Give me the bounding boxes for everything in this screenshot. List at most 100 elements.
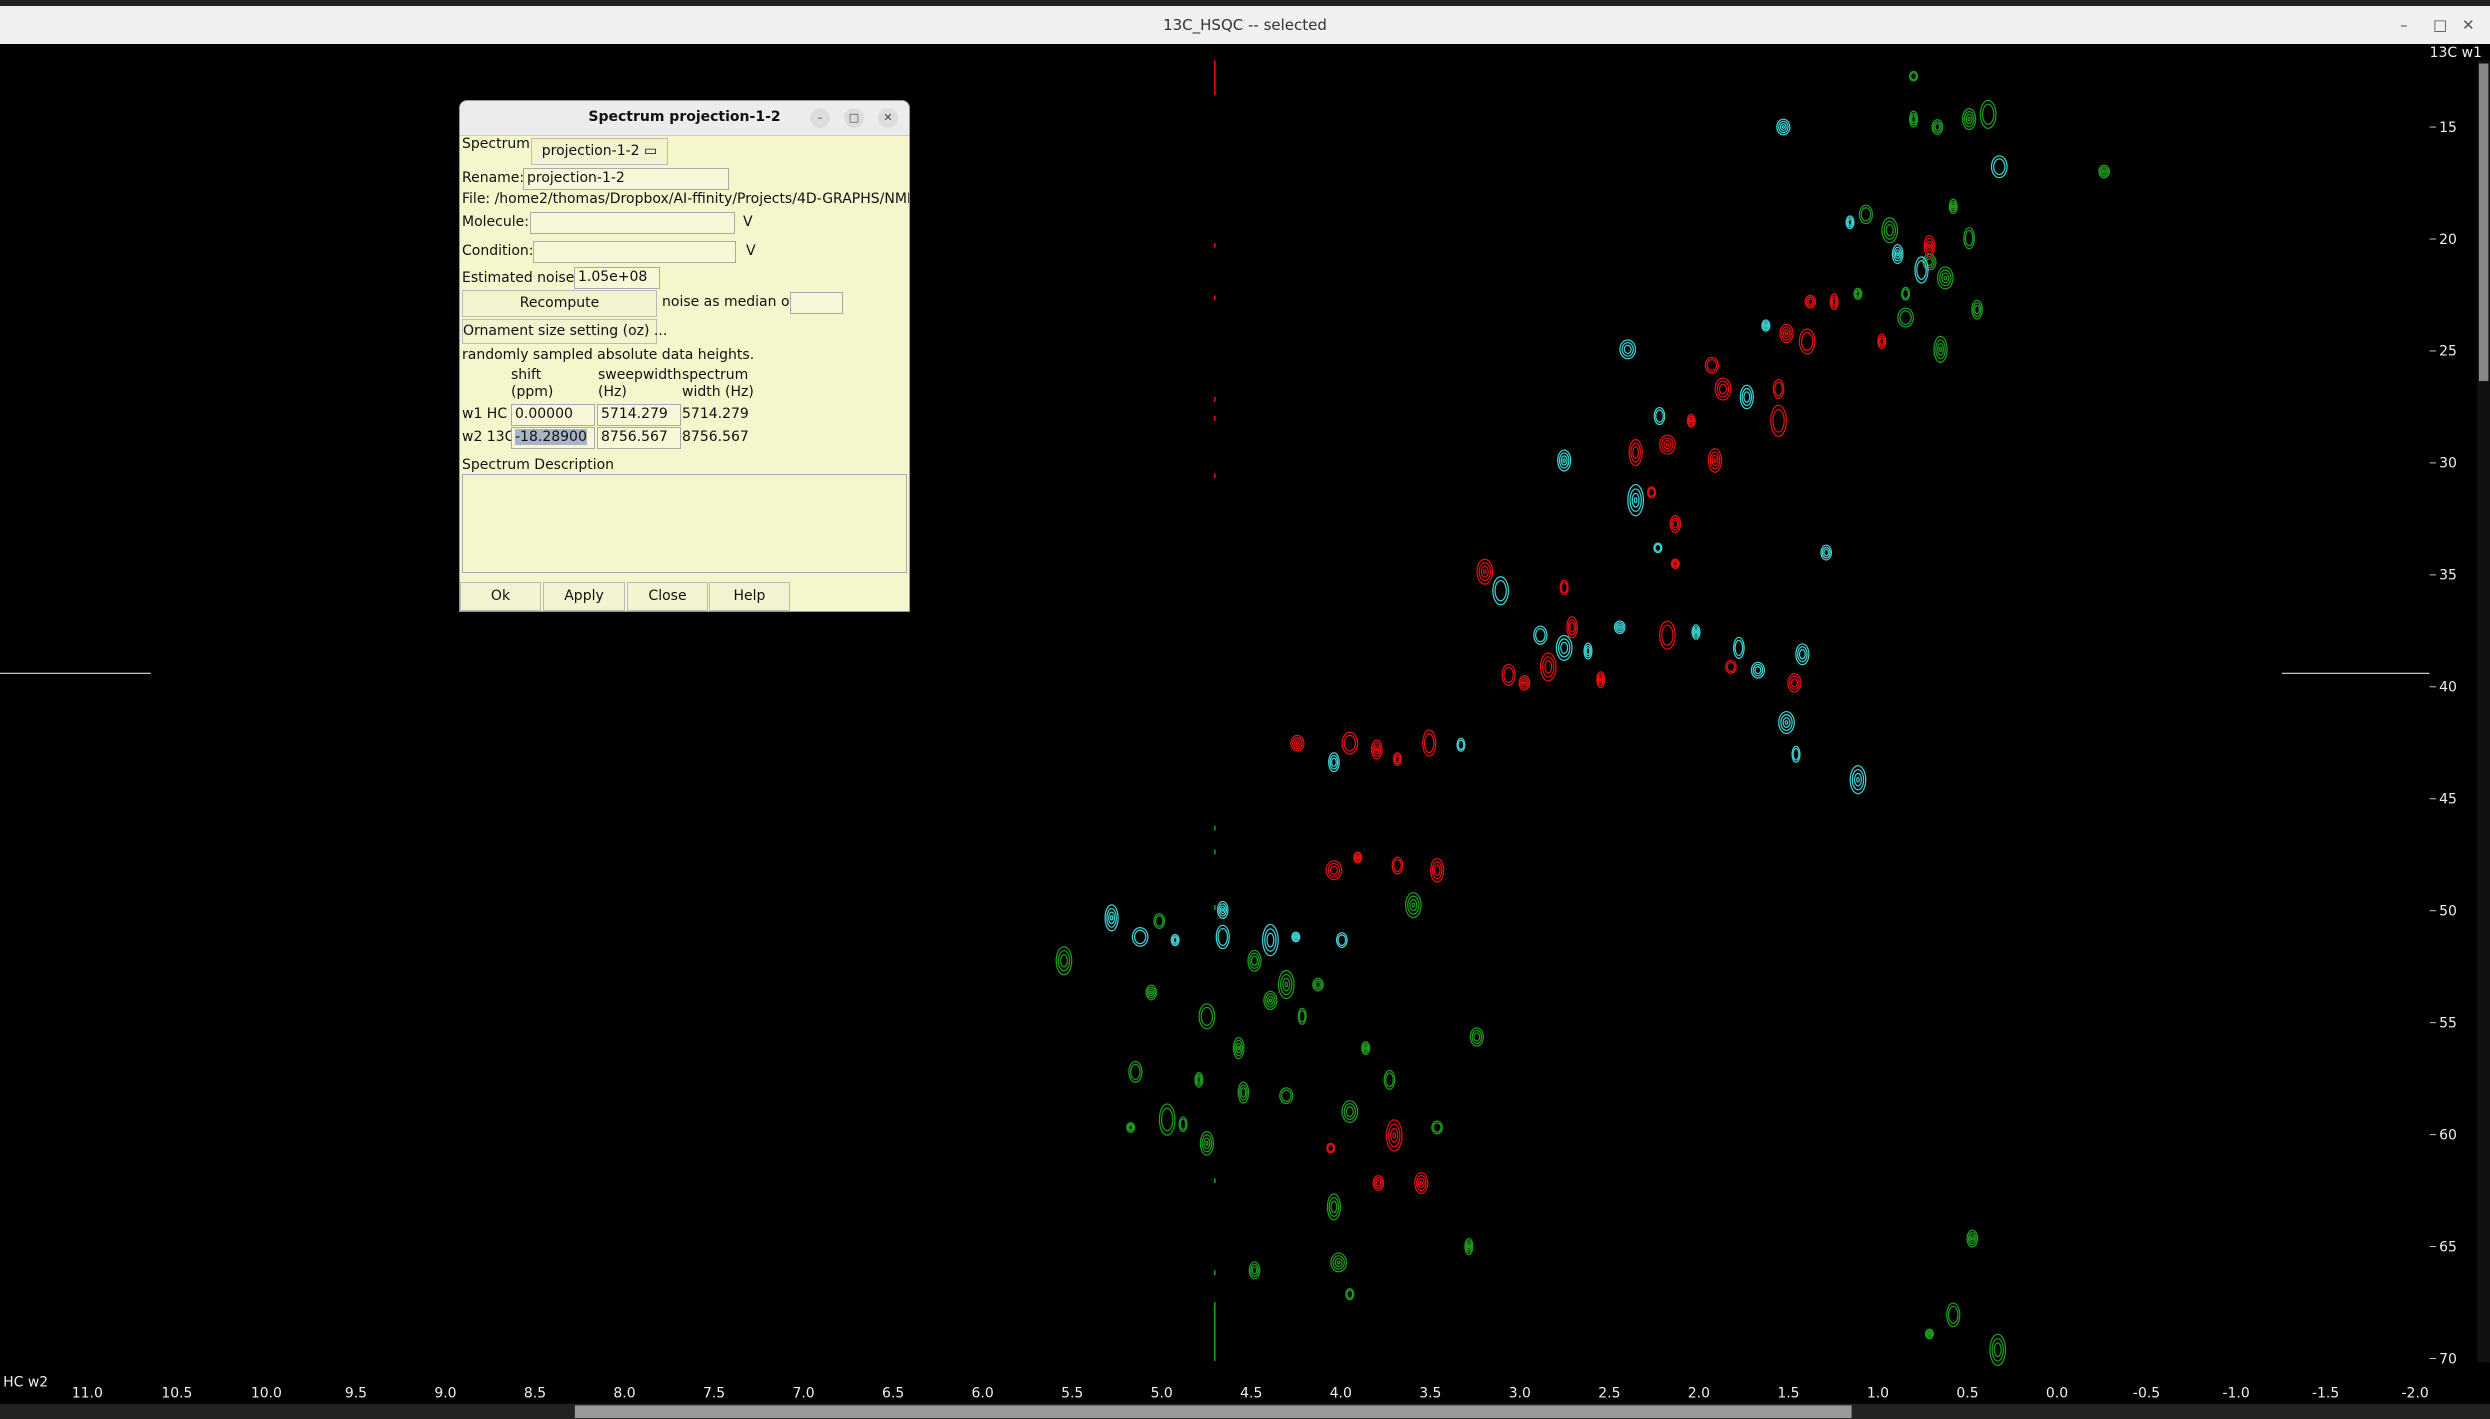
contour bbox=[1336, 1260, 1341, 1265]
contour bbox=[1630, 442, 1641, 463]
ornament-button[interactable]: Ornament size setting (oz) ... bbox=[462, 319, 667, 344]
label: Spectrum Description bbox=[462, 457, 615, 473]
input-value: 0.00000 bbox=[515, 406, 573, 422]
contour bbox=[1885, 224, 1894, 237]
dialog-button[interactable]: Ok bbox=[460, 582, 541, 611]
contour bbox=[1295, 741, 1300, 746]
dialog-button[interactable]: Close bbox=[627, 582, 708, 611]
v-scroll-thumb[interactable] bbox=[2478, 63, 2489, 382]
y-axis-label: 13C w1 bbox=[2430, 45, 2482, 61]
molecule-input[interactable] bbox=[530, 212, 735, 234]
row-label: w2 13C bbox=[462, 429, 515, 445]
x-tick-label: 5.0 bbox=[1151, 1385, 1173, 1401]
contour bbox=[1355, 854, 1361, 861]
contour bbox=[1292, 736, 1303, 750]
contour bbox=[1847, 218, 1853, 226]
value-input[interactable]: 8756.567 bbox=[597, 427, 681, 449]
x-tick-label: 8.5 bbox=[524, 1385, 546, 1401]
contour bbox=[1560, 581, 1568, 594]
label: Rename: bbox=[462, 170, 525, 186]
contour bbox=[1691, 624, 1701, 640]
column-header: (ppm) bbox=[511, 384, 554, 400]
contour bbox=[1792, 747, 1800, 761]
h-scroll-thumb[interactable] bbox=[574, 1405, 1852, 1419]
v-scrollbar[interactable] bbox=[2477, 60, 2490, 1363]
value-input[interactable]: 5714.279 bbox=[597, 404, 681, 426]
contour bbox=[1821, 546, 1831, 559]
contour bbox=[1409, 899, 1418, 912]
contour bbox=[1936, 266, 1954, 290]
contour bbox=[1665, 442, 1670, 447]
contour bbox=[1469, 1027, 1484, 1047]
contour bbox=[1623, 344, 1632, 355]
contour bbox=[1294, 935, 1298, 939]
contour bbox=[1221, 907, 1225, 912]
contour bbox=[1464, 1238, 1474, 1256]
label: noise as median of bbox=[662, 294, 795, 310]
contour bbox=[1741, 387, 1753, 407]
contour bbox=[1353, 851, 1363, 864]
contour bbox=[1879, 337, 1885, 346]
contour bbox=[1429, 857, 1445, 883]
contour bbox=[1251, 1266, 1258, 1275]
median-input[interactable] bbox=[790, 292, 843, 314]
contour bbox=[1784, 720, 1789, 725]
contour bbox=[1897, 307, 1915, 328]
x-tick-label: -1.0 bbox=[2222, 1385, 2249, 1401]
contour bbox=[1856, 776, 1860, 783]
contour bbox=[1854, 289, 1862, 299]
contour bbox=[1707, 448, 1723, 473]
contour bbox=[1739, 384, 1754, 410]
contour bbox=[1780, 714, 1793, 732]
value-input[interactable]: -18.28900 bbox=[511, 427, 595, 449]
contour bbox=[1106, 907, 1117, 928]
contour bbox=[1718, 383, 1728, 395]
contour bbox=[1706, 358, 1718, 372]
contour bbox=[1779, 323, 1794, 344]
contour bbox=[1585, 646, 1591, 656]
contour bbox=[1388, 1123, 1401, 1148]
condition-input[interactable] bbox=[533, 241, 736, 263]
contour bbox=[1266, 995, 1274, 1006]
dialog-minimize[interactable]: – bbox=[810, 108, 830, 128]
contour bbox=[1927, 1331, 1932, 1337]
contour bbox=[1776, 118, 1791, 136]
contour bbox=[1282, 977, 1291, 992]
contour bbox=[1232, 1036, 1245, 1060]
contour bbox=[1178, 1116, 1188, 1133]
contour bbox=[1414, 1172, 1429, 1195]
rename-input[interactable]: projection-1-2 bbox=[523, 168, 729, 190]
contour bbox=[1533, 625, 1548, 645]
contour bbox=[1967, 1231, 1977, 1246]
minimize-button[interactable]: – bbox=[2400, 16, 2408, 34]
contour bbox=[1199, 1131, 1215, 1156]
contour bbox=[1830, 295, 1838, 309]
row-label: w1 HC bbox=[462, 406, 508, 422]
contour bbox=[1970, 1236, 1974, 1241]
contour bbox=[1613, 620, 1626, 635]
contour bbox=[1566, 616, 1578, 639]
contour bbox=[1661, 437, 1674, 452]
contour bbox=[1326, 1193, 1342, 1221]
recompute-button[interactable]: Recompute bbox=[462, 290, 657, 317]
value-input[interactable]: 0.00000 bbox=[511, 404, 595, 426]
contour bbox=[1133, 929, 1147, 945]
dialog-close[interactable]: ✕ bbox=[878, 108, 898, 128]
maximize-button[interactable]: □ bbox=[2433, 16, 2448, 34]
noise-input[interactable]: 1.05e+08 bbox=[574, 267, 660, 289]
x-tick-label: -2.0 bbox=[2402, 1385, 2429, 1401]
x-tick-label: 7.5 bbox=[703, 1385, 725, 1401]
dialog-button[interactable]: Apply bbox=[543, 582, 625, 611]
description-textarea[interactable] bbox=[462, 474, 907, 573]
contour bbox=[1937, 342, 1945, 356]
contour bbox=[1853, 772, 1863, 787]
contour bbox=[1467, 1244, 1471, 1249]
dialog-button[interactable]: Help bbox=[709, 582, 790, 611]
contour bbox=[1560, 641, 1569, 655]
x-tick-label: 1.0 bbox=[1867, 1385, 1889, 1401]
spectrum-dropdown[interactable]: projection-1-2 ▭ bbox=[531, 138, 668, 165]
contour bbox=[2102, 169, 2106, 174]
close-button[interactable]: ✕ bbox=[2462, 16, 2475, 34]
window-title: 13C_HSQC -- selected bbox=[1163, 16, 1327, 34]
dialog-maximize[interactable]: □ bbox=[844, 108, 864, 128]
